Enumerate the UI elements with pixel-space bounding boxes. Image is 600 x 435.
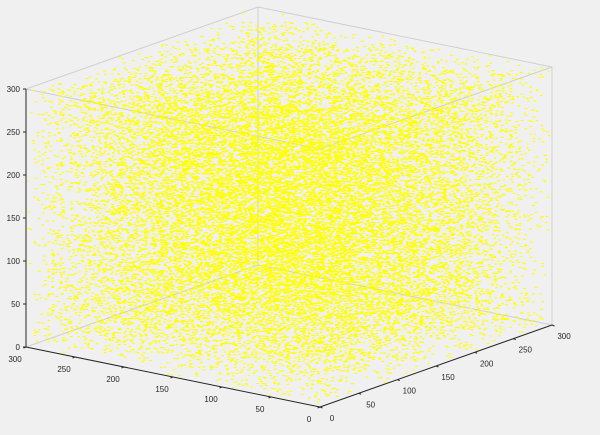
scatter-points-batch [32,12,551,401]
x-axis-tick-label: 250 [519,346,533,355]
y-axis-tick-label: 0 [307,415,312,424]
y-axis-tick [317,406,321,409]
scatter-points [25,12,551,403]
z-axis-tick-label: 250 [7,128,21,137]
x-axis-tick [358,392,362,395]
box-edge [257,6,553,68]
z-axis-tick-label: 100 [7,257,21,266]
scatter-points-batch [32,21,546,397]
x-axis-tick [397,379,401,382]
x-axis-tick [435,365,439,368]
z-axis-tick-label: 0 [16,343,21,352]
box-edge [25,6,259,90]
x-axis-tick-label: 50 [366,400,375,409]
y-axis-tick [121,366,125,369]
x-axis-tick [551,324,555,327]
z-axis: 0 50 100 150 200 250 300 [7,85,26,352]
y-axis-tick-label: 200 [106,375,120,384]
z-axis-tick-label: 50 [11,300,20,309]
z-axis-tick-label: 300 [7,85,21,94]
x-axis-tick [474,351,478,354]
x-axis-tick-label: 0 [330,414,335,423]
x-axis-tick [319,406,323,409]
x-axis-tick-label: 300 [557,332,571,341]
y-axis: 0 50 100 150 200 250 300 [8,346,321,424]
y-axis-tick [72,356,76,359]
y-axis-tick-label: 50 [256,405,265,414]
x-axis: 0 50 100 150 200 250 300 [319,324,571,423]
x-axis-tick [513,338,517,341]
y-axis-tick-label: 300 [8,355,22,364]
y-axis-tick-label: 100 [204,395,218,404]
y-axis-tick [219,386,223,389]
x-axis-tick-label: 150 [441,373,455,382]
x-axis-tick-label: 100 [403,387,417,396]
y-axis-tick-label: 250 [57,365,71,374]
scatter-points-batch [30,22,547,396]
y-axis-tick [170,376,174,379]
x-axis-tick-label: 200 [480,359,494,368]
z-axis-tick-label: 150 [7,214,21,223]
y-axis-tick-label: 150 [155,385,169,394]
y-axis-tick [268,396,272,399]
z-axis-tick-label: 200 [7,171,21,180]
